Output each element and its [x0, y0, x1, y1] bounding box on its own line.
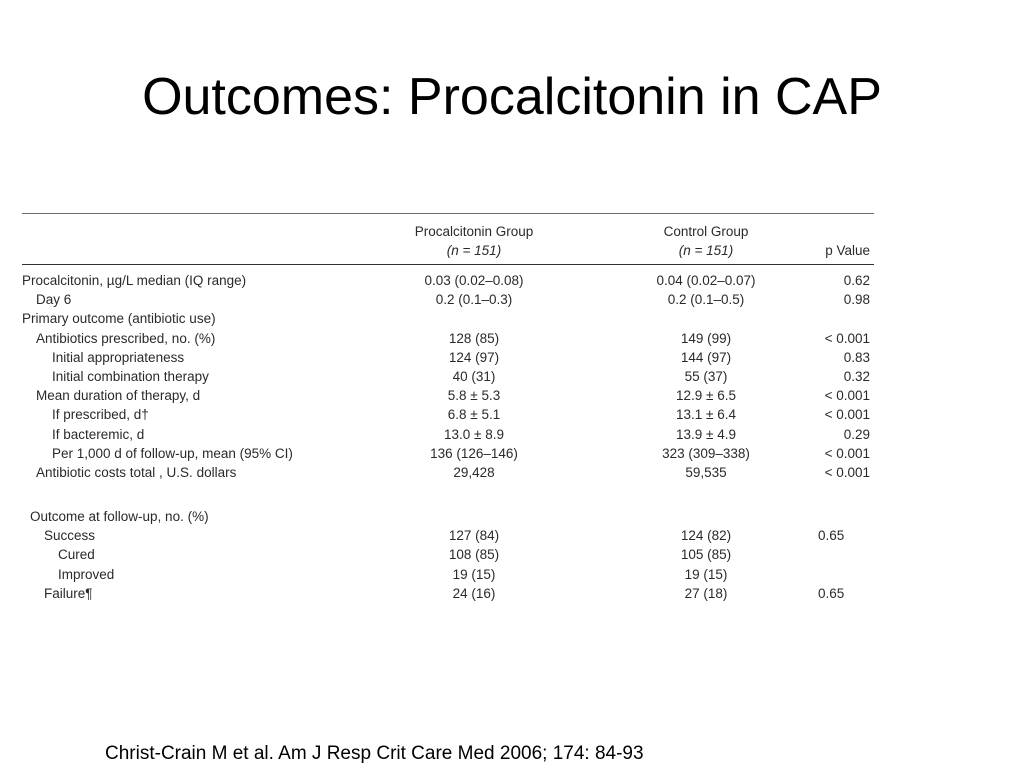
header-bottom-rule: [22, 264, 874, 265]
table-row: Mean duration of therapy, d 5.8 ± 5.3 12…: [36, 388, 870, 404]
table-row: Initial appropriateness 124 (97) 144 (97…: [52, 349, 870, 365]
table-row: Antibiotics prescribed, no. (%) 128 (85)…: [36, 330, 870, 346]
table-row: Per 1,000 d of follow-up, mean (95% CI) …: [52, 445, 870, 461]
table-header: Procalcitonin Group (n = 151) Control Gr…: [22, 214, 874, 264]
citation: Christ-Crain M et al. Am J Resp Crit Car…: [105, 743, 644, 764]
table-row: If bacteremic, d 13.0 ± 8.9 13.9 ± 4.9 0…: [52, 426, 870, 442]
table-row: Failure¶ 24 (16) 27 (18) 0.65: [44, 585, 845, 601]
table-row: Improved 19 (15) 19 (15): [58, 566, 728, 582]
header-procalcitonin-group: Procalcitonin Group (n = 151): [414, 224, 534, 258]
header-control-group: Control Group (n = 151): [663, 224, 749, 258]
table-row: Day 6 0.2 (0.1–0.3) 0.2 (0.1–0.5) 0.98: [36, 292, 870, 308]
table-row: If prescribed, d† 6.8 ± 5.1 13.1 ± 6.4 <…: [52, 407, 870, 423]
table-row: Antibiotic costs total , U.S. dollars 29…: [36, 464, 870, 480]
table-row: Cured 108 (85) 105 (85): [58, 547, 732, 563]
table-row: Procalcitonin, µg/L median (IQ range) 0.…: [22, 273, 870, 288]
slide-title: Outcomes: Procalcitonin in CAP: [142, 68, 882, 126]
table-top-rule: [22, 213, 874, 214]
table-row: Primary outcome (antibiotic use): [22, 311, 216, 327]
table-row: Initial combination therapy 40 (31) 55 (…: [52, 368, 870, 384]
outcomes-table: Procalcitonin Group (n = 151) Control Gr…: [22, 213, 874, 603]
header-p-value: p Value: [825, 243, 870, 258]
table-row: Outcome at follow-up, no. (%): [30, 509, 209, 525]
table-row: Success 127 (84) 124 (82) 0.65: [44, 528, 845, 544]
